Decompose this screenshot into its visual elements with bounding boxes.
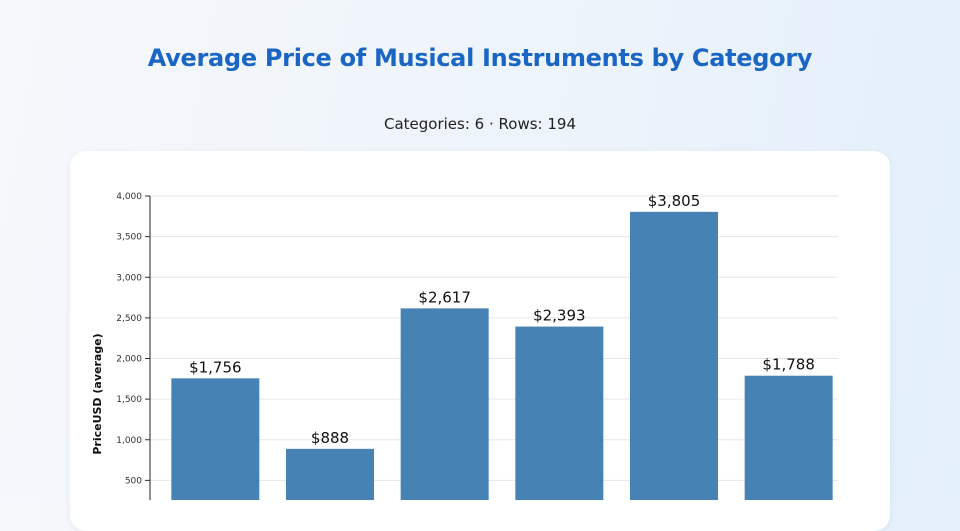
y-tick-label: 3,000 xyxy=(116,273,142,283)
y-tick-label: 3,500 xyxy=(116,233,142,243)
page-subtitle: Categories: 6 · Rows: 194 xyxy=(384,115,576,133)
y-tick-label: 1,500 xyxy=(116,395,142,405)
bar-chart: 500 1,000 1,500 2,000 2,500 3,000 3,500 4,000 $1… xyxy=(91,192,838,500)
bar xyxy=(744,375,833,500)
y-tick-label: 2,500 xyxy=(116,314,142,324)
y-tick-label: 2,000 xyxy=(116,355,142,365)
data-label: $888 xyxy=(311,429,349,447)
bar xyxy=(400,308,489,500)
y-tick-label: 4,000 xyxy=(116,192,142,202)
bar xyxy=(515,326,604,500)
data-label: $1,756 xyxy=(189,358,242,376)
page-title: Average Price of Musical Instruments by … xyxy=(147,44,813,72)
data-label: $3,805 xyxy=(648,192,701,210)
bar xyxy=(630,211,718,500)
bar xyxy=(171,378,260,500)
y-tick-label: 500 xyxy=(125,476,142,486)
y-axis-label: PriceUSD (average) xyxy=(91,333,104,454)
data-label: $1,788 xyxy=(762,356,815,374)
data-label: $2,617 xyxy=(418,288,471,306)
y-tick-label: 1,000 xyxy=(116,436,142,446)
data-label: $2,393 xyxy=(533,307,586,325)
bar xyxy=(286,448,374,500)
